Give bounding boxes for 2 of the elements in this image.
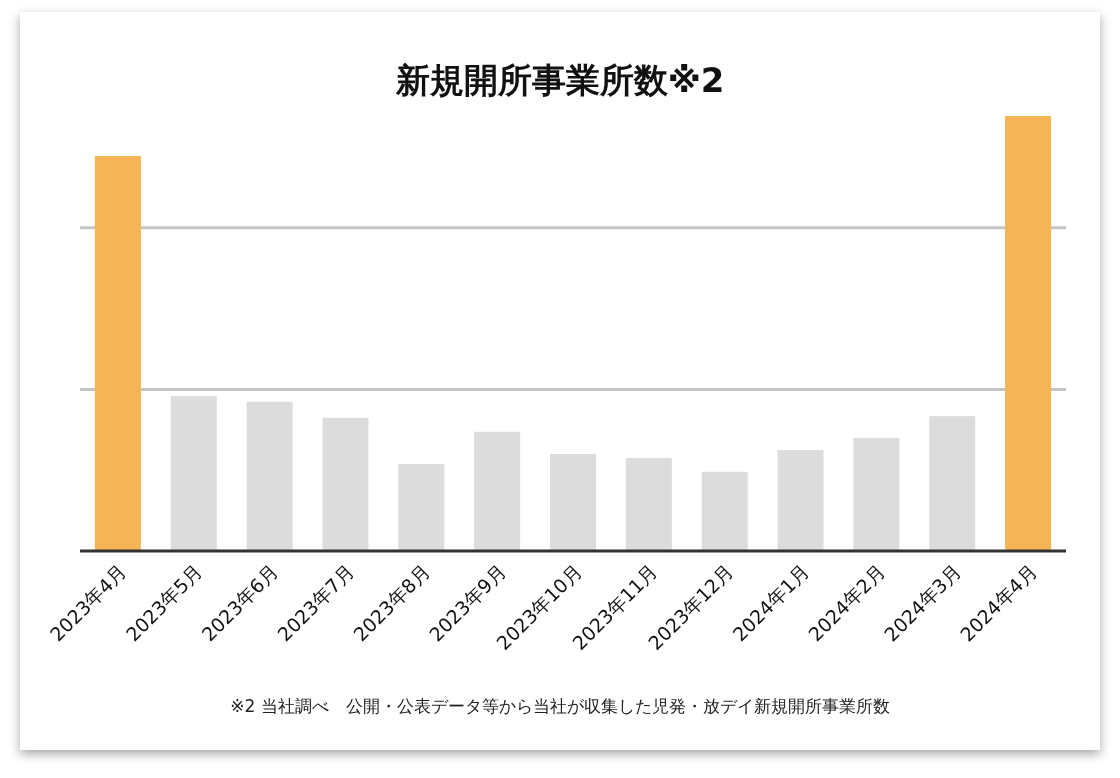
text: ※2 当社調べ 公開・公表データ等から当社が収集した児発・放デイ新規開所事業所数 [230,696,890,716]
chart-title: 新規開所事業所数※2 [394,60,725,100]
